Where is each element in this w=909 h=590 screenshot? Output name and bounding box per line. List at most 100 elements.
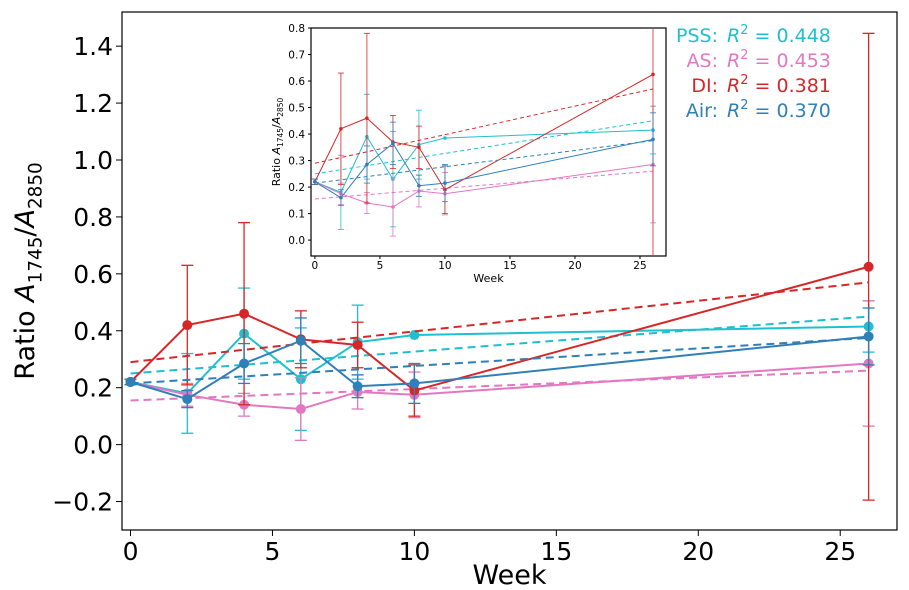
main-x-tick-label: 15 <box>540 537 572 566</box>
inset-series-air-point <box>339 195 343 200</box>
main-series-layer <box>124 32 875 501</box>
legend-label-as: AS: <box>687 50 718 72</box>
main-y-tick-label: 0.4 <box>73 317 113 346</box>
inset-series-air-point <box>313 179 317 184</box>
main-y-label-part: Ratio <box>10 302 41 380</box>
inset-series-pss-point <box>443 136 447 140</box>
legend-r2-air: R2 = 0.370 <box>727 98 831 122</box>
main-series-air-point <box>409 378 420 389</box>
inset-series-air-point <box>651 137 655 142</box>
main-series-air-point <box>295 335 306 346</box>
legend-r2-exponent: 2 <box>740 73 748 88</box>
main-y-label-part: A <box>10 209 41 229</box>
main-series-air-point <box>239 358 250 369</box>
inset-x-tick-label: 20 <box>568 260 581 272</box>
main-series-pss-point <box>409 330 420 341</box>
inset-series-as-point <box>391 205 395 209</box>
main-y-tick-label: 0.8 <box>73 203 113 232</box>
inset-series-di-point <box>365 116 369 120</box>
inset-x-tick-label: 10 <box>438 260 451 272</box>
inset-series-layer <box>311 28 656 256</box>
inset-series-air-point <box>417 183 421 188</box>
inset-y-tick-label: 0.0 <box>288 235 305 247</box>
inset-x-tick-label: 0 <box>312 260 319 272</box>
main-series-di-point <box>239 308 250 319</box>
main-series-air <box>124 307 875 409</box>
main-y-tick-label: 1.2 <box>73 89 113 118</box>
main-x-tick-label: 25 <box>824 537 856 566</box>
inset-y-label-part: A <box>270 117 283 126</box>
inset-series-pss-fit-line <box>314 120 654 175</box>
inset-y-tick-label: 0.2 <box>288 182 305 194</box>
main-x-tick-label: 0 <box>123 537 139 566</box>
inset-x-tick-label: 5 <box>377 260 384 272</box>
main-series-as-point <box>295 404 306 415</box>
inset-y-tick-label: 0.4 <box>288 129 305 141</box>
main-y-tick-label: −0.2 <box>52 488 113 517</box>
inset-y-label-part: A <box>270 147 283 156</box>
inset-plot-area: 0 5 10 15 20 25 0.0 0.1 0.2 0.3 0.4 0.5 0.6 0.7 0.8 Wee… <box>270 23 667 285</box>
legend-r2-pss: R2 = 0.448 <box>727 23 831 47</box>
inset-series-di-point <box>651 72 655 77</box>
main-y-label-part: 1745 <box>26 237 47 284</box>
main-x-axis-label: Week <box>473 560 547 590</box>
inset-axes-frame <box>310 27 667 257</box>
legend-label-pss: PSS: <box>676 25 718 47</box>
main-series-di-point <box>863 261 874 272</box>
main-y-tick-label: 0.0 <box>73 431 113 460</box>
inset-series-air-point <box>391 141 395 146</box>
inset-y-tick-label: 0.1 <box>288 208 305 220</box>
main-x-tick-label: 10 <box>398 537 430 566</box>
inset-series-air <box>311 112 656 207</box>
main-y-tick-label: 1.0 <box>73 146 113 175</box>
main-series-air-point <box>125 377 136 387</box>
inset-y-label-part: 1745 <box>276 128 285 147</box>
main-axes-frame <box>121 11 898 531</box>
main-y-label-part: A <box>10 283 41 303</box>
inset-y-label-part: 2850 <box>276 97 285 116</box>
inset-y-tick-label: 0.6 <box>288 76 305 88</box>
inset-series-as-fit-line <box>314 170 654 200</box>
inset-x-tick-label: 25 <box>633 260 646 272</box>
main-series-as-fit-line <box>130 369 869 402</box>
inset-y-label-part: Ratio <box>270 155 283 187</box>
main-y-label-part: / <box>10 227 41 237</box>
legend-r2-symbol: R <box>727 25 740 47</box>
legend-r2-exponent: 2 <box>740 48 748 63</box>
main-series-di-point <box>182 320 193 331</box>
main-y-tick-label: 0.6 <box>73 260 113 289</box>
main-series-air-point <box>352 381 363 392</box>
legend-r2-value: = 0.370 <box>748 100 830 122</box>
legend-r2-value: = 0.381 <box>748 75 830 97</box>
inset-x-tick-label: 15 <box>503 260 516 272</box>
legend-r2-symbol: R <box>727 75 740 97</box>
legend-r2-value: = 0.453 <box>748 50 830 72</box>
inset-x-axis-label: Week <box>473 272 504 285</box>
inset-series-air-fit-line <box>314 140 654 184</box>
inset-y-tick-label: 0.3 <box>288 155 305 167</box>
legend-r2-exponent: 2 <box>740 98 748 113</box>
legend-r2-exponent: 2 <box>740 23 748 38</box>
main-series-air-point <box>182 394 193 405</box>
inset-series-di-fit-line <box>314 88 654 164</box>
legend-r2-symbol: R <box>727 50 740 72</box>
main-y-axis-label: Ratio A1745/A2850 <box>10 162 47 379</box>
main-series-air-fit-line <box>130 336 869 385</box>
legend-r2-value: = 0.448 <box>748 25 830 47</box>
inset-y-tick-label: 0.7 <box>288 49 305 61</box>
main-y-label-part: 2850 <box>26 162 47 209</box>
inset-y-tick-label: 0.8 <box>288 23 305 35</box>
main-series-di-fit-line <box>130 281 869 364</box>
legend-label-di: DI: <box>691 75 718 97</box>
inset-y-axis-label: Ratio A1745/A2850 <box>270 97 285 186</box>
inset-series-air-point <box>443 181 447 185</box>
main-plot-area: 0 5 10 15 20 25−0.20.00.20.40.60.81.01.21.4We… <box>10 11 898 590</box>
legend-label-air: Air: <box>686 100 718 122</box>
inset-series-di-point <box>339 126 343 131</box>
main-series-pss-fit-line <box>130 315 869 375</box>
main-series-di-point <box>352 340 363 350</box>
legend-r2-as: R2 = 0.453 <box>727 48 831 72</box>
main-series-air-point <box>863 331 874 342</box>
